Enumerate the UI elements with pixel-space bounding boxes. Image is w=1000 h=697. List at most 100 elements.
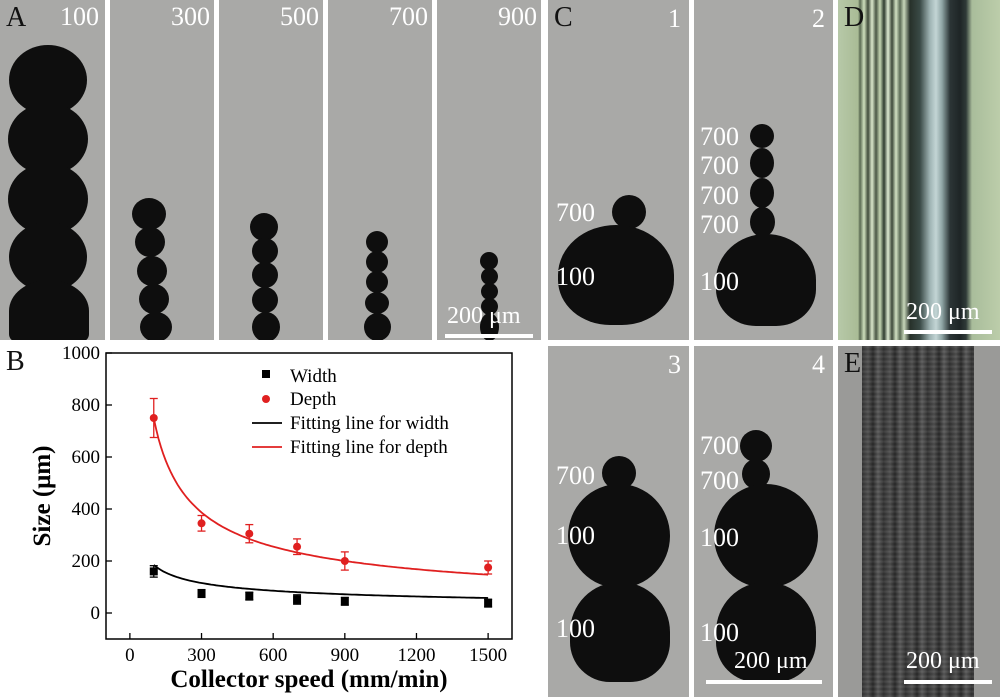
depth-point: [245, 529, 254, 538]
legend-width: Width: [290, 366, 337, 387]
x-tick-label: 300: [187, 645, 216, 666]
y-axis-label: Size (μm): [29, 446, 56, 547]
filament-bead-small: [750, 124, 774, 148]
x-tick-label: 900: [331, 645, 360, 666]
filament-bead: [252, 312, 280, 340]
panel-e: E 200 μm: [838, 346, 1000, 697]
filament-bead-large: [716, 234, 816, 326]
speed-label-700: 700: [389, 2, 428, 31]
filament-bead-large: [570, 582, 670, 682]
depth-point: [484, 563, 493, 572]
scale-bar-label-d: 200 μm: [906, 299, 980, 325]
filament-bead: [132, 198, 166, 230]
filament-bead: [480, 313, 499, 340]
sub-number-4: 4: [812, 350, 825, 379]
speed-label-900: 900: [498, 2, 537, 31]
filament-bead-small: [740, 430, 772, 462]
filament-bead: [481, 298, 498, 315]
y-tick-label: 600: [72, 447, 101, 468]
panel-a-strip-100: A 100: [0, 0, 105, 340]
layer-label-700: 700: [700, 151, 739, 180]
layer-label-700: 700: [700, 210, 739, 239]
filament-bead-large: [716, 582, 816, 682]
filament-bead: [252, 262, 278, 288]
legend-width-fit: Fitting line for width: [290, 413, 449, 434]
filament-bead-large: [568, 484, 670, 588]
scale-bar-d: [904, 330, 992, 334]
panel-a-strip-700: 700: [328, 0, 432, 340]
panel-a-strip-900: 900 200 μm: [437, 0, 541, 340]
panel-b: B 0 300 600 900 1200 1500 0 200 400 600 800 1000 C…: [0, 342, 545, 697]
x-tick-label: 0: [125, 645, 135, 666]
filament-bead: [366, 251, 388, 273]
panel-a-strip-500: 500: [219, 0, 323, 340]
x-axis-label: Collector speed (mm/min): [170, 666, 447, 693]
filament-bead: [481, 283, 498, 300]
width-point: [245, 592, 254, 601]
depth-point: [340, 557, 349, 565]
panel-e-label: E: [844, 348, 862, 379]
scale-bar-label-a: 200 μm: [447, 303, 521, 329]
sub-number-2: 2: [812, 4, 825, 33]
layer-label-100: 100: [700, 267, 739, 296]
scale-bar-c: [706, 680, 822, 684]
legend: Width Depth Fitting line for width Fitti…: [252, 366, 449, 458]
size-vs-speed-chart: B 0 300 600 900 1200 1500 0 200 400 600 800 1000 C…: [6, 343, 513, 693]
layer-label-700: 700: [700, 122, 739, 151]
width-point: [149, 567, 158, 576]
filament-bead: [135, 227, 165, 257]
filament-bead: [137, 256, 167, 286]
sem-filament-strand: [862, 346, 974, 697]
panel-b-label: B: [6, 346, 25, 377]
data-points: [149, 397, 493, 608]
layer-label-100: 100: [556, 521, 595, 550]
sub-number-3: 3: [668, 350, 681, 379]
filament-bead: [139, 284, 169, 314]
filament-bead-small: [750, 207, 775, 237]
filament-bead: [480, 252, 498, 270]
depth-point: [149, 414, 158, 422]
depth-point: [293, 542, 302, 551]
filament-bead: [140, 312, 172, 340]
speed-label-300: 300: [171, 2, 210, 31]
filament-bead-small: [750, 148, 774, 178]
panel-c-3: 3 700 100 100: [548, 346, 689, 697]
y-tick-label: 400: [72, 499, 101, 520]
filament-bead-large: [558, 225, 674, 325]
layer-label-100: 100: [556, 262, 595, 291]
plot-frame: [105, 352, 513, 640]
y-axis: 0 200 400 600 800 1000: [62, 343, 112, 624]
legend-depth: Depth: [290, 389, 337, 410]
panel-a-strip-300: 300: [110, 0, 214, 340]
filament-bead: [365, 292, 389, 314]
panel-d-label: D: [844, 2, 865, 33]
legend-marker-width: [262, 370, 270, 378]
layer-label-100: 100: [556, 614, 595, 643]
layer-label-700: 700: [700, 181, 739, 210]
panel-c-1: C 1 700 100: [548, 0, 689, 340]
panel-c-label: C: [554, 2, 573, 33]
layer-label-700: 700: [556, 198, 595, 227]
scale-bar-a: [445, 334, 533, 338]
width-point: [197, 589, 206, 598]
legend-marker-depth: [262, 395, 270, 403]
x-tick-label: 1500: [469, 645, 507, 666]
depth-fit-line: [152, 418, 489, 576]
filament-bead-large: [714, 484, 818, 588]
scale-bar-label-c: 200 μm: [734, 648, 808, 674]
y-tick-label: 200: [72, 551, 101, 572]
fit-lines: [152, 418, 489, 599]
y-tick-label: 0: [91, 603, 101, 624]
panel-c-2: 2 700 700 700 700 100: [694, 0, 833, 340]
filament-bead: [481, 268, 498, 285]
filament-bead: [250, 213, 278, 241]
depth-point: [197, 519, 206, 528]
speed-label-500: 500: [280, 2, 319, 31]
scale-bar-label-e: 200 μm: [906, 648, 980, 674]
panel-a-label: A: [6, 2, 27, 33]
panel-c-4: 4 700 700 100 100 200 μm: [694, 346, 833, 697]
filament-bead: [366, 271, 388, 293]
speed-label-100: 100: [60, 2, 99, 31]
layer-label-700: 700: [700, 431, 739, 460]
layer-label-100: 100: [700, 618, 739, 647]
